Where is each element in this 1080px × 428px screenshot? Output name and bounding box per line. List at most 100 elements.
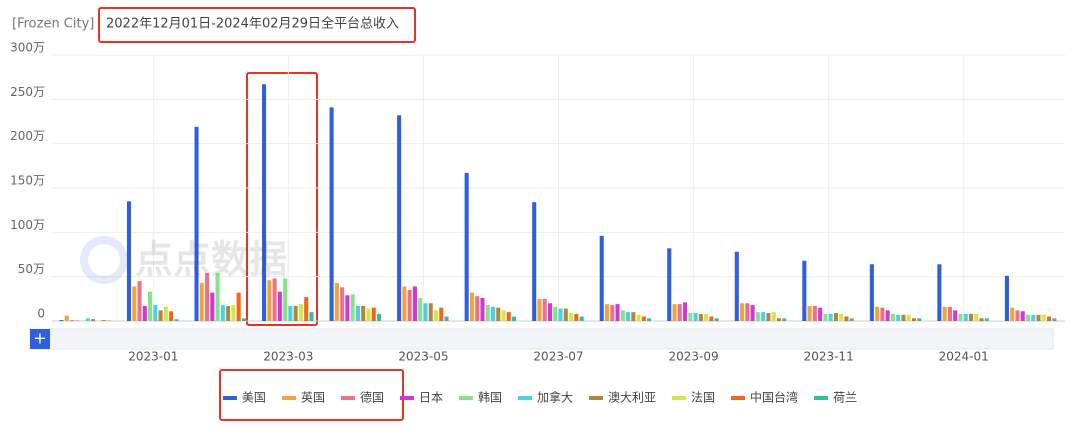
y-tick-label: 300万: [10, 41, 45, 55]
x-tick-label: 2023-03: [263, 350, 313, 364]
bar: [917, 318, 922, 321]
bar: [496, 307, 501, 321]
bar: [558, 308, 563, 321]
bar: [288, 305, 293, 321]
zoom-slider[interactable]: [29, 328, 1054, 350]
bar: [506, 312, 511, 321]
bar: [631, 312, 636, 321]
y-tick-label: 0: [37, 307, 45, 321]
y-tick-label: 50万: [18, 262, 45, 276]
y-tick-label: 100万: [10, 218, 45, 232]
bar: [361, 305, 366, 321]
bar: [693, 313, 698, 321]
legend-label: 美国: [242, 391, 266, 405]
bar: [839, 313, 844, 321]
bar: [418, 297, 423, 321]
bar: [163, 306, 168, 321]
bar: [1004, 275, 1009, 321]
bar: [704, 313, 709, 321]
bar: [142, 305, 147, 321]
bar: [397, 115, 402, 321]
x-tick-label: 2023-07: [533, 350, 583, 364]
bar: [345, 295, 350, 321]
bar: [906, 314, 911, 321]
bar: [407, 289, 412, 321]
bar: [366, 308, 371, 321]
bar: [968, 313, 974, 321]
bar: [776, 318, 781, 321]
bar: [937, 264, 942, 321]
bar: [745, 303, 750, 321]
app-name: [Frozen City]: [12, 17, 94, 32]
bar: [1020, 311, 1025, 321]
legend-label: 澳大利亚: [608, 391, 656, 405]
bar: [647, 318, 652, 321]
bar: [979, 318, 984, 321]
bar: [942, 306, 947, 321]
highlight-box: [219, 369, 404, 421]
bar: [174, 319, 179, 321]
legend-label: 韩国: [478, 390, 502, 405]
bar: [444, 316, 449, 321]
bar: [755, 312, 760, 321]
bar: [869, 264, 874, 321]
bar: [1041, 314, 1046, 321]
bar: [132, 286, 137, 321]
bar: [626, 312, 631, 321]
bar: [402, 286, 407, 321]
bar: [818, 307, 823, 321]
bar: [464, 172, 469, 321]
bar: [667, 248, 672, 321]
bar: [340, 287, 345, 321]
bar: [137, 281, 142, 321]
bar: [210, 292, 215, 321]
bar: [828, 313, 833, 321]
bar: [1036, 314, 1041, 321]
watermark-text: 点点数据: [135, 238, 287, 282]
x-tick-label: 2024-01: [939, 350, 989, 364]
bar: [537, 298, 542, 321]
bar: [1047, 316, 1052, 321]
bar: [890, 313, 895, 321]
bar: [636, 314, 641, 321]
zoom-button[interactable]: [30, 329, 50, 349]
bar: [371, 307, 376, 321]
bar: [512, 316, 517, 321]
bar: [158, 310, 163, 321]
bar: [226, 305, 231, 321]
bar: [376, 313, 382, 321]
bar: [901, 314, 906, 321]
legend-label: 德国: [360, 390, 384, 405]
bar: [304, 297, 309, 321]
bar: [126, 201, 132, 321]
bar: [355, 305, 360, 321]
bar: [766, 313, 771, 321]
legend-label: 中国台湾: [750, 390, 798, 405]
zoom-button-label[interactable]: +: [33, 329, 46, 348]
bar: [579, 316, 584, 321]
bar: [547, 303, 553, 321]
bar: [641, 316, 646, 321]
bar: [490, 306, 496, 321]
bar: [298, 304, 303, 321]
bar: [947, 306, 952, 321]
bar: [782, 318, 787, 321]
legend: 美国 英国 德国 日本 韩国 加拿大 澳大利亚 法国 中国台湾 荷兰: [222, 390, 857, 405]
bar: [911, 318, 917, 321]
bar: [329, 107, 334, 322]
bar: [433, 310, 439, 321]
bar: [709, 316, 714, 321]
bar: [875, 306, 880, 321]
bar: [849, 318, 854, 321]
y-tick-label: 150万: [10, 174, 45, 188]
bar: [1025, 314, 1031, 321]
bar: [620, 310, 625, 321]
bar: [963, 313, 968, 321]
bar: [1052, 318, 1057, 321]
bar: [833, 313, 838, 321]
bar: [698, 313, 703, 321]
bar: [59, 320, 64, 321]
bar: [91, 319, 96, 321]
bar: [262, 84, 267, 321]
watermark-logo: [80, 236, 128, 284]
